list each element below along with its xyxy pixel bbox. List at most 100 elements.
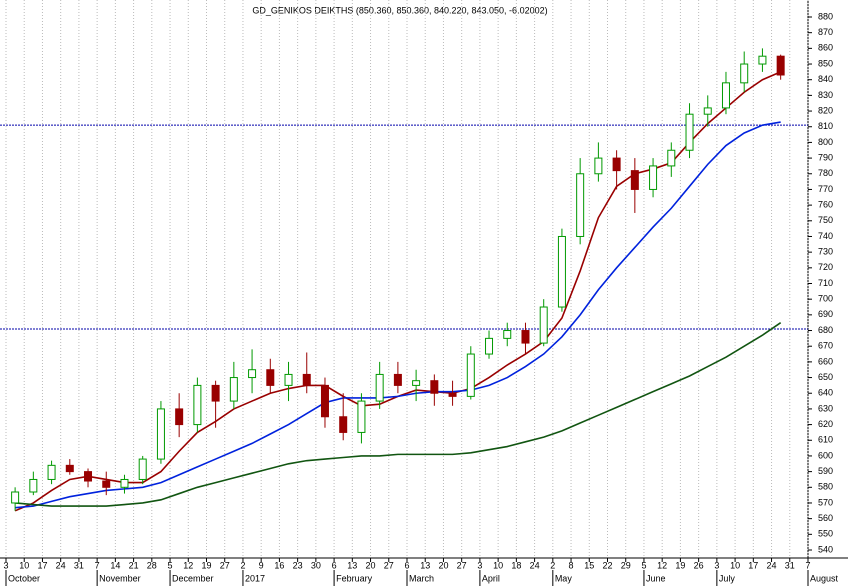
x-tick-label: 24: [56, 560, 66, 570]
x-tick-label: 19: [201, 560, 211, 570]
candle-body: [721, 82, 730, 109]
x-tick-label: 27: [384, 560, 394, 570]
y-tick-label: 680: [818, 325, 833, 335]
moving-average: [15, 322, 782, 507]
candle-body: [29, 478, 38, 493]
candle-body: [284, 373, 293, 386]
x-tick-label: 26: [694, 560, 704, 570]
candle-body: [339, 416, 348, 433]
y-tick-label: 820: [818, 105, 833, 115]
x-tick-label: 13: [420, 560, 430, 570]
y-tick-label: 800: [818, 137, 833, 147]
candle-body: [649, 165, 658, 190]
x-tick-label: 20: [438, 560, 448, 570]
candle-body: [630, 170, 639, 190]
month-label: November: [99, 573, 141, 583]
x-tick-label: 24: [530, 560, 540, 570]
candle-body: [120, 478, 129, 488]
x-tick-label: 8: [569, 560, 574, 570]
month-label: October: [8, 573, 40, 583]
x-tick-label: 27: [457, 560, 467, 570]
x-tick-label: 18: [511, 560, 521, 570]
candle-body: [102, 480, 111, 488]
y-tick-label: 540: [818, 544, 833, 554]
candle-body: [594, 157, 603, 175]
candle-body: [612, 157, 621, 172]
y-tick-label: 760: [818, 199, 833, 209]
x-tick-label: 7: [95, 560, 100, 570]
x-tick-label: 10: [730, 560, 740, 570]
candle-body: [193, 384, 202, 426]
y-tick-label: 640: [818, 388, 833, 398]
x-tick-label: 15: [584, 560, 594, 570]
chart-title: GD_GENIKOS DEIKTHS (850.360, 850.360, 84…: [252, 5, 547, 15]
x-tick-label: 3: [714, 560, 719, 570]
x-tick-label: 24: [767, 560, 777, 570]
x-tick-label: 3: [477, 560, 482, 570]
x-tick-label: 5: [641, 560, 646, 570]
candle-body: [521, 330, 530, 344]
candle-body: [47, 464, 56, 480]
candle-body: [357, 400, 366, 433]
month-label: August: [810, 573, 839, 583]
x-tick-label: 29: [621, 560, 631, 570]
y-tick-label: 880: [818, 11, 833, 21]
month-label: December: [172, 573, 214, 583]
x-tick-label: 22: [602, 560, 612, 570]
candle-body: [485, 337, 494, 355]
month-label: February: [336, 573, 373, 583]
y-tick-label: 750: [818, 215, 833, 225]
x-tick-label: 2: [240, 560, 245, 570]
x-tick-label: 31: [74, 560, 84, 570]
candle-body: [393, 373, 402, 386]
x-tick-label: 10: [19, 560, 29, 570]
candle-body: [156, 408, 165, 460]
y-tick-label: 840: [818, 74, 833, 84]
candle-body: [175, 408, 184, 426]
y-tick-label: 710: [818, 278, 833, 288]
candle-body: [685, 113, 694, 151]
month-label: March: [409, 573, 434, 583]
y-tick-label: 580: [818, 482, 833, 492]
candle-body: [375, 373, 384, 402]
candle-body: [302, 373, 311, 386]
x-tick-label: 28: [147, 560, 157, 570]
x-tick-label: 7: [805, 560, 810, 570]
month-label: April: [482, 573, 500, 583]
x-tick-label: 3: [3, 560, 8, 570]
x-tick-label: 6: [404, 560, 409, 570]
candle-body: [229, 377, 238, 402]
month-label: July: [719, 573, 736, 583]
candle-body: [412, 380, 421, 386]
x-tick-label: 14: [110, 560, 120, 570]
x-tick-label: 6: [332, 560, 337, 570]
y-tick-label: 630: [818, 403, 833, 413]
y-tick-label: 610: [818, 435, 833, 445]
moving-average: [15, 121, 781, 509]
x-tick-label: 23: [293, 560, 303, 570]
y-tick-label: 720: [818, 262, 833, 272]
y-tick-label: 850: [818, 58, 833, 68]
x-tick-label: 31: [785, 560, 795, 570]
x-tick-label: 27: [220, 560, 230, 570]
y-tick-label: 780: [818, 168, 833, 178]
x-tick-label: 17: [748, 560, 758, 570]
y-tick-label: 700: [818, 294, 833, 304]
x-tick-label: 19: [675, 560, 685, 570]
x-tick-label: 2: [550, 560, 555, 570]
y-tick-label: 860: [818, 43, 833, 53]
candle-body: [448, 392, 457, 397]
candle-body: [576, 173, 585, 237]
candle-body: [667, 149, 676, 167]
y-tick-label: 650: [818, 372, 833, 382]
candle-body: [466, 353, 475, 397]
month-label: May: [555, 573, 573, 583]
y-tick-label: 730: [818, 247, 833, 257]
y-tick-label: 560: [818, 513, 833, 523]
month-label: June: [646, 573, 666, 583]
candle-body: [503, 330, 512, 339]
candle-body: [248, 369, 257, 379]
x-tick-label: 10: [493, 560, 503, 570]
